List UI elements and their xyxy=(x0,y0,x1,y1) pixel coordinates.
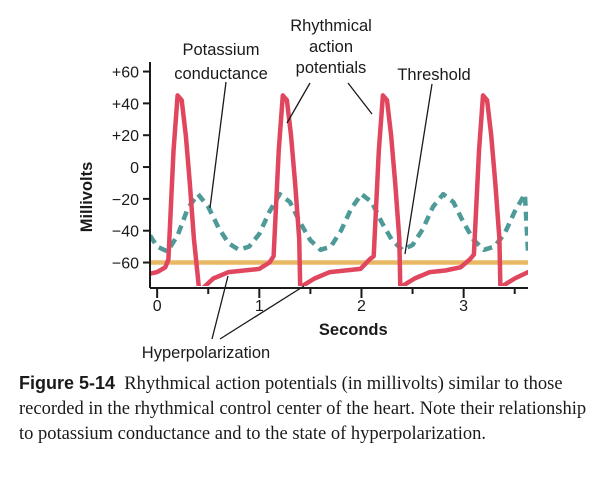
rhythmical-action-potentials-label: potentials xyxy=(296,59,367,77)
threshold-leader-line xyxy=(404,83,433,255)
y-tick-label: +40 xyxy=(112,96,139,113)
rhythmical-leader-line xyxy=(286,82,311,124)
x-axis-title: Seconds xyxy=(319,321,388,339)
y-tick-label: −60 xyxy=(112,256,139,273)
x-tick-label: 1 xyxy=(255,298,264,315)
action-potential-line xyxy=(150,93,528,286)
y-tick-label: −20 xyxy=(112,192,139,209)
rhythmical-action-potentials-label: action xyxy=(309,38,353,56)
series-layer xyxy=(150,93,528,286)
chart: +60 +40 +20 0 −20 −40 −60 0 1 2 3 Seconds Millivolts… xyxy=(78,17,528,362)
potassium-leader-line xyxy=(209,81,227,209)
hyperpolarization-label: Hyperpolarization xyxy=(142,344,270,362)
x-tick-label: 2 xyxy=(357,298,366,315)
y-tick-label: +60 xyxy=(112,65,139,82)
figure-caption: Figure 5-14 Rhythmical action potentials… xyxy=(19,371,589,447)
x-tick-label: 3 xyxy=(459,298,468,315)
annotation-layer: Potassium conductance Rhythmical action pote… xyxy=(142,17,471,362)
potassium-conductance-label: Potassium xyxy=(182,41,259,59)
y-tick-label: −40 xyxy=(112,224,139,241)
y-axis-title: Millivolts xyxy=(78,162,96,233)
rhythmical-action-potentials-label: Rhythmical xyxy=(290,17,372,35)
caption-text: Rhythmical action potentials (in millivo… xyxy=(19,374,587,444)
rhythmical-leader-line xyxy=(347,82,373,115)
y-tick-label: 0 xyxy=(130,160,139,177)
hyperpolarization-leader-line xyxy=(211,275,229,340)
axes-layer: +60 +40 +20 0 −20 −40 −60 0 1 2 3 Seconds Millivolts xyxy=(78,62,528,339)
figure-label: Figure 5-14 xyxy=(19,373,116,393)
hyperpolarization-leader-line xyxy=(219,285,305,340)
potassium-conductance-line xyxy=(150,191,528,254)
threshold-label: Threshold xyxy=(397,66,470,84)
potassium-conductance-label: conductance xyxy=(174,65,268,83)
x-tick-label: 0 xyxy=(153,298,162,315)
y-tick-label: +20 xyxy=(112,128,139,145)
